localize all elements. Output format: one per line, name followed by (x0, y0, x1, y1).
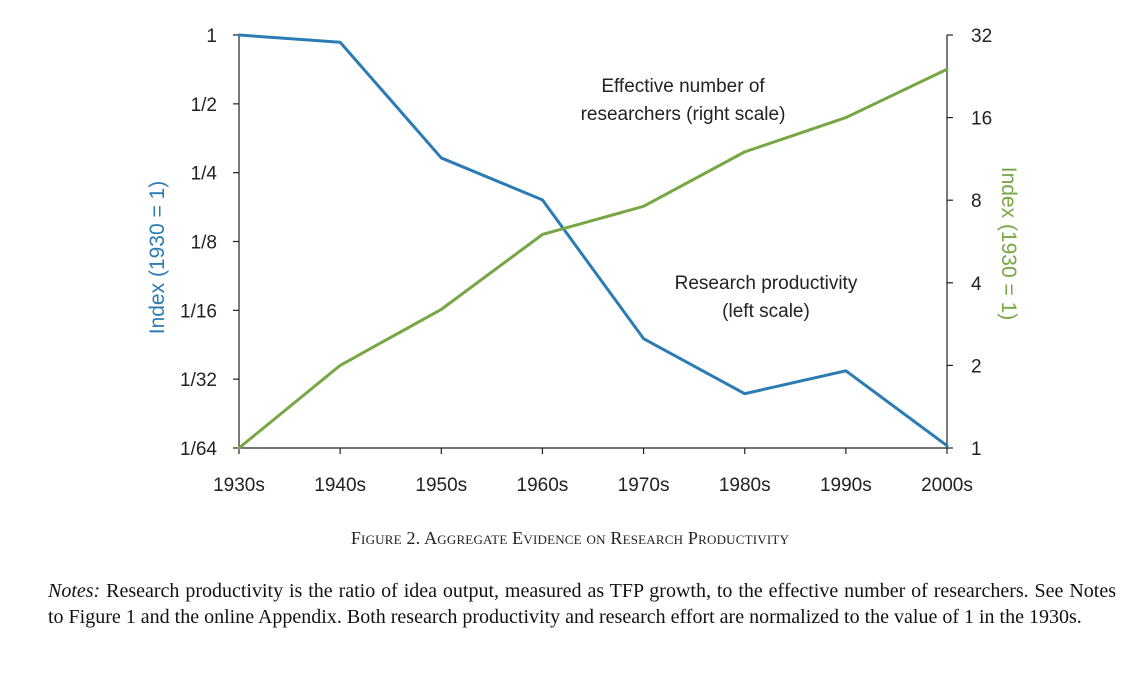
figure-caption: Figure 2. Aggregate Evidence on Research… (350, 528, 790, 548)
left-tick-label: 1/64 (180, 439, 217, 460)
productivity-line (237, 33, 949, 448)
right-axis-title: Index (1930 = 1) (997, 167, 1020, 321)
left-tick-label: 1/4 (191, 164, 218, 185)
productivity-annotation: Research productivity (675, 273, 858, 294)
researchers-annotation: Effective number of (601, 76, 765, 97)
researchers-annotation: researchers (right scale) (581, 104, 786, 125)
x-tick-label: 1950s (415, 475, 467, 496)
researchers-line (237, 67, 949, 450)
figure-notes: Notes: Research productivity is the rati… (48, 578, 1116, 630)
right-tick-label: 1 (971, 439, 982, 460)
right-tick-label: 2 (971, 356, 982, 377)
x-tick-label: 1960s (517, 475, 569, 496)
left-tick-label: 1 (206, 26, 217, 47)
x-tick-label: 1990s (820, 475, 872, 496)
x-tick-label: 1930s (213, 475, 265, 496)
right-tick-label: 32 (971, 26, 992, 47)
left-tick-label: 1/2 (191, 95, 217, 116)
left-tick-label: 1/16 (180, 301, 217, 322)
notes-label: Notes: (48, 580, 101, 602)
left-tick-label: 1/32 (180, 370, 217, 391)
x-tick-label: 1980s (719, 475, 771, 496)
x-tick-label: 2000s (921, 475, 973, 496)
productivity-annotation: (left scale) (722, 301, 810, 322)
x-tick-label: 1940s (314, 475, 366, 496)
right-tick-label: 8 (971, 191, 982, 212)
left-axis-title: Index (1930 = 1) (146, 181, 169, 335)
right-tick-label: 16 (971, 109, 992, 130)
chart: 1 1/2 1/4 1/8 1/16 1/32 1/64 1 2 4 8 16 32 1930s 1940s… (146, 26, 1020, 496)
x-tick-label: 1970s (618, 475, 670, 496)
notes-text: Research productivity is the ratio of id… (48, 580, 1116, 628)
left-tick-label: 1/8 (191, 233, 217, 254)
right-tick-label: 4 (971, 274, 982, 295)
